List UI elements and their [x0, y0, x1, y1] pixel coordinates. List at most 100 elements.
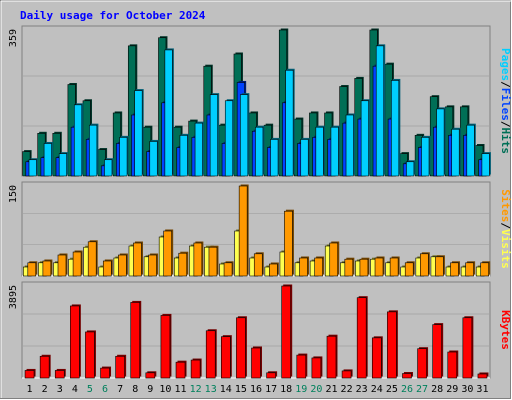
bar-pages-day-29: [451, 127, 461, 177]
bar-pages-day-8-face: [134, 90, 143, 177]
x-tick-day-17: 17: [265, 384, 277, 395]
bar-pages-day-6: [104, 158, 114, 177]
bar-sites-day-14-face: [223, 262, 233, 277]
y-max-label-2: 150: [8, 185, 19, 203]
bar-pages-day-19-face: [300, 139, 309, 177]
x-tick-day-25: 25: [386, 384, 398, 395]
bar-sites-day-19: [299, 256, 310, 277]
x-tick-day-4: 4: [72, 384, 78, 395]
x-tick-day-1: 1: [27, 384, 33, 395]
bar-pages-day-10: [164, 48, 174, 177]
bar-pages-day-3-face: [58, 153, 67, 177]
bar-pages-day-15: [240, 93, 250, 177]
bar-sites-day-26-face: [404, 262, 414, 277]
bar-kbytes-day-21: [326, 334, 338, 379]
bar-pages-day-23-face: [360, 100, 369, 177]
legend-visits: Visits: [499, 229, 512, 269]
bar-sites-day-5: [87, 240, 98, 277]
bar-sites-day-21: [329, 241, 340, 277]
bar-sites-day-18: [284, 209, 294, 277]
bar-kbytes-day-15-face: [236, 317, 246, 379]
bar-kbytes-day-23: [356, 296, 368, 379]
bar-sites-day-19-face: [299, 257, 308, 277]
bar-sites-day-26: [404, 261, 415, 277]
bar-kbytes-day-13: [205, 329, 217, 379]
bar-pages-day-9: [149, 139, 159, 177]
bar-pages-day-3: [58, 152, 69, 177]
legend-separator: /: [499, 81, 512, 88]
y-max-label-1: 359: [8, 29, 19, 47]
legend-kbytes: KBytes: [499, 310, 512, 350]
bar-sites-day-13-face: [208, 246, 218, 277]
bar-pages-day-25-face: [391, 80, 400, 177]
x-tick-day-26: 26: [401, 384, 413, 395]
bar-pages-day-6-face: [104, 159, 113, 177]
bar-kbytes-day-7-face: [115, 355, 125, 379]
bar-kbytes-day-14-face: [221, 336, 231, 379]
bar-kbytes-day-16: [251, 346, 262, 379]
bar-kbytes-day-10-face: [160, 315, 171, 379]
bar-pages-day-27-face: [421, 137, 430, 177]
x-tick-day-13: 13: [205, 384, 217, 395]
bar-sites-day-1: [27, 261, 38, 277]
bar-pages-day-23: [360, 99, 371, 177]
x-tick-day-7: 7: [117, 384, 123, 395]
bar-pages-day-31-face: [481, 153, 490, 177]
bar-sites-day-23: [359, 257, 370, 277]
bar-pages-day-30-face: [466, 124, 475, 177]
bar-pages-day-28: [436, 107, 446, 177]
bar-kbytes-day-20: [311, 356, 323, 379]
legend-pages: Pages: [499, 48, 512, 81]
bar-kbytes-day-25-face: [387, 311, 397, 379]
bar-pages-day-12: [194, 121, 205, 177]
bar-sites-day-4-face: [72, 251, 82, 277]
bar-kbytes-day-25: [387, 310, 398, 379]
x-tick-day-22: 22: [341, 384, 353, 395]
bar-kbytes-day-22-face: [341, 370, 352, 379]
bar-kbytes-day-29: [447, 350, 459, 379]
bar-kbytes-day-22: [341, 369, 353, 379]
bar-pages-day-20: [315, 125, 325, 177]
bar-sites-day-7-face: [118, 254, 127, 277]
bar-sites-day-16-face: [253, 253, 263, 277]
bar-pages-day-2-face: [43, 143, 52, 177]
bar-pages-day-13: [209, 93, 220, 177]
bar-sites-day-15-face: [238, 185, 248, 277]
bar-kbytes-day-29-face: [447, 351, 458, 379]
x-axis-labels: 1 2 3 4 5 6 7 8 9 10 11 12 13 14 15 16 17 18 19 20 21 22 23 24 2…: [27, 384, 489, 395]
bar-sites-day-20-face: [314, 257, 323, 277]
bar-kbytes-day-3-face: [54, 370, 65, 379]
x-tick-day-29: 29: [446, 384, 458, 395]
x-tick-day-23: 23: [356, 384, 368, 395]
bar-kbytes-day-31: [477, 372, 489, 379]
bar-sites-day-31-face: [480, 262, 490, 277]
bar-sites-day-11: [178, 251, 189, 277]
x-tick-day-31: 31: [476, 384, 488, 395]
bar-kbytes-day-6: [100, 366, 112, 379]
bar-pages-day-24: [375, 44, 386, 177]
x-tick-day-28: 28: [431, 384, 443, 395]
bar-kbytes-day-8: [130, 300, 142, 379]
legend-1: Pages/Files/Hits: [499, 48, 512, 154]
legend-hits: Hits: [499, 128, 512, 155]
bar-pages-day-4: [73, 103, 84, 177]
bar-pages-day-22-face: [345, 114, 354, 177]
bar-pages-day-17: [270, 137, 280, 177]
bar-kbytes-day-17: [266, 371, 278, 379]
bar-kbytes-day-18: [281, 284, 293, 379]
bar-kbytes-day-6-face: [100, 367, 110, 379]
bar-kbytes-day-30: [462, 316, 474, 379]
bar-kbytes-day-7: [115, 354, 127, 379]
bar-pages-day-25: [391, 78, 401, 177]
bar-pages-day-27: [421, 135, 431, 177]
bar-kbytes-day-28: [432, 323, 444, 379]
bar-sites-day-27-face: [420, 253, 429, 277]
bar-kbytes-day-24: [371, 336, 383, 379]
bar-kbytes-day-18-face: [281, 285, 291, 379]
bar-sites-day-2: [42, 259, 53, 277]
bar-pages-day-26: [406, 160, 416, 177]
x-tick-day-30: 30: [461, 384, 473, 395]
bar-pages-day-7: [119, 135, 129, 177]
bar-kbytes-day-28-face: [432, 324, 442, 379]
bar-kbytes-day-4-face: [70, 305, 80, 379]
